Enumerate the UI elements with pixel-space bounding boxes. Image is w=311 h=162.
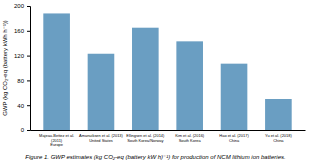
x-tick: Majeau-Bettez et al.(2011)Europe: [39, 133, 74, 147]
y-tick-label: 0: [21, 127, 25, 133]
x-tick: Yu et al. (2018)China: [265, 133, 292, 143]
x-tick: Amanuiksen et al. (2013)United States: [79, 133, 123, 143]
y-tick: 40: [17, 103, 30, 109]
x-tick: Kim et al. (2016)South Korea: [175, 133, 205, 143]
bars: [43, 13, 291, 130]
x-tick-label-line: China: [273, 138, 284, 143]
x-tick-label: Majeau-Bettez et al.(2011)Europe: [39, 133, 74, 147]
y-tick-mark: [27, 56, 30, 57]
bar: [221, 64, 248, 130]
x-axis: Majeau-Bettez et al.(2011)Europe Amanuiks…: [31, 131, 306, 148]
chart: 0 40 80 120 160 200 Majeau-Bettez et al.(2011)…: [0, 0, 311, 162]
y-tick-mark: [27, 31, 30, 32]
y-tick-label: 200: [14, 3, 25, 9]
y-axis-title: GWP (kg CO₂-eq (battery kWh h⁻¹)): [2, 20, 8, 116]
bar: [176, 41, 203, 130]
y-tick-label: 40: [17, 103, 24, 109]
y-axis: 0 40 80 120 160 200: [14, 3, 31, 133]
y-tick-label: 80: [17, 78, 24, 84]
bar: [132, 28, 159, 130]
x-tick-label-line: Europe: [50, 142, 64, 147]
caption: Figure 1. GWP estimates (kg CO₂-eq (batt…: [25, 154, 285, 160]
y-tick-mark: [27, 105, 30, 106]
y-tick-label: 120: [14, 53, 25, 59]
y-tick: 200: [14, 3, 30, 9]
x-tick-label: Kim et al. (2016)South Korea: [175, 133, 205, 143]
x-tick-label-line: South Korea/Norway: [127, 138, 163, 143]
bar: [88, 54, 115, 130]
x-axis-line: [31, 130, 306, 131]
y-tick-label: 160: [14, 28, 25, 34]
y-tick: 120: [14, 53, 30, 59]
x-tick-label: Amanuiksen et al. (2013)United States: [79, 133, 123, 143]
x-tick-label-line: United States: [89, 138, 113, 143]
y-tick-mark: [27, 6, 30, 7]
x-tick-label: Ellingsen et al. (2014)South Korea/Norwa…: [126, 133, 165, 143]
y-axis-line: [27, 7, 31, 131]
x-tick: Hao et al. (2017)China: [219, 133, 249, 143]
x-tick-label-line: South Korea: [179, 138, 202, 143]
x-tick-label-line: China: [229, 138, 240, 143]
bar: [43, 13, 70, 130]
x-tick-label: Yu et al. (2018)China: [265, 133, 292, 143]
x-tick: Ellingsen et al. (2014)South Korea/Norwa…: [126, 133, 165, 143]
bar: [265, 99, 292, 130]
x-tick-label: Hao et al. (2017)China: [219, 133, 249, 143]
y-tick: 80: [17, 78, 30, 84]
y-tick: 0: [21, 127, 30, 133]
y-tick-mark: [27, 80, 30, 81]
y-tick-mark: [27, 130, 30, 131]
y-tick: 160: [14, 28, 30, 34]
